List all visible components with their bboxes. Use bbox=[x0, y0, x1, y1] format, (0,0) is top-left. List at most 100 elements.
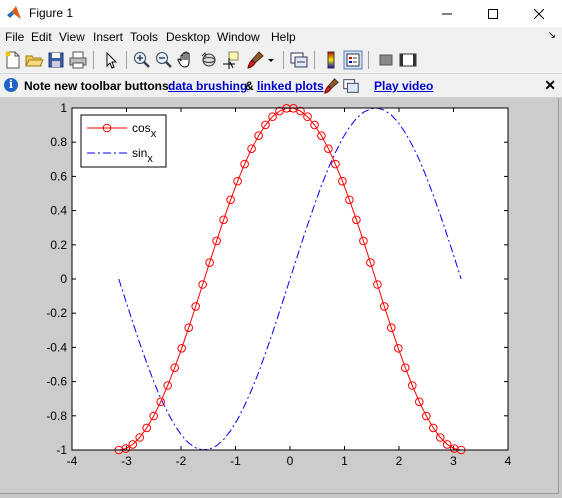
pan-icon[interactable] bbox=[176, 50, 196, 70]
series-cos-marker bbox=[170, 363, 179, 373]
info-ampersand: & bbox=[245, 79, 254, 93]
data-cursor-icon[interactable] bbox=[221, 50, 241, 70]
print-icon[interactable] bbox=[68, 50, 88, 70]
hide-plot-tools-icon[interactable] bbox=[376, 50, 396, 70]
series-cos-marker bbox=[422, 411, 431, 421]
menu-edit[interactable]: Edit bbox=[31, 30, 52, 44]
toolbar-separator bbox=[126, 51, 127, 69]
series-cos-marker bbox=[436, 433, 445, 442]
series-cos-marker bbox=[163, 381, 172, 390]
series-cos-marker bbox=[387, 323, 396, 332]
series-cos-marker bbox=[205, 258, 214, 267]
data-brushing-link[interactable]: data brushing bbox=[168, 79, 248, 93]
title-bar: Figure 1 bbox=[0, 0, 562, 27]
plot-area[interactable]: -4 -3 -2 -1 0 1 2 3 4 -1 -0.8 -0.6 -0.4 -0.2 0 0.2 0.4 0.… bbox=[0, 98, 558, 493]
maximize-icon bbox=[488, 8, 498, 19]
series-cos-marker bbox=[331, 159, 340, 169]
linked-plots-link[interactable]: linked plots bbox=[257, 79, 324, 93]
open-file-icon[interactable] bbox=[24, 50, 44, 70]
y-tick-label: 0.4 bbox=[50, 204, 67, 218]
menu-help[interactable]: Help bbox=[271, 30, 296, 44]
x-tick-label: -4 bbox=[67, 454, 78, 468]
brush-dropdown-icon[interactable] bbox=[265, 50, 277, 70]
y-tick-label: 0 bbox=[60, 272, 67, 286]
series-cos-marker bbox=[394, 344, 403, 353]
x-tick-label: -1 bbox=[230, 454, 241, 468]
rotate-3d-icon[interactable] bbox=[199, 50, 219, 70]
legend-box bbox=[80, 114, 167, 168]
brush-icon[interactable] bbox=[245, 50, 265, 70]
series-cos-marker bbox=[219, 215, 228, 225]
series-cos-marker bbox=[352, 215, 361, 225]
legend-cos-marker bbox=[102, 123, 112, 133]
y-tick-label: 0.8 bbox=[50, 135, 67, 149]
series-cos-marker bbox=[317, 131, 326, 141]
menu-tools[interactable]: Tools bbox=[130, 30, 159, 44]
zoom-in-icon[interactable] bbox=[132, 50, 152, 70]
menu-window[interactable]: Window bbox=[217, 30, 260, 44]
series-cos-marker bbox=[338, 176, 347, 186]
y-tick-label: 0.2 bbox=[50, 238, 67, 252]
series-cos-marker bbox=[324, 144, 333, 154]
series-cos-marker bbox=[240, 159, 249, 169]
save-icon[interactable] bbox=[46, 50, 66, 70]
new-figure-icon[interactable] bbox=[3, 50, 23, 70]
info-close-icon[interactable]: ✕ bbox=[544, 77, 556, 93]
dock-arrow-icon[interactable]: ↘ bbox=[547, 30, 556, 41]
y-tick-label: -0.6 bbox=[46, 375, 67, 389]
menu-bar: File Edit View Insert Tools Desktop Wind… bbox=[0, 27, 562, 47]
series-cos-marker bbox=[366, 258, 375, 267]
close-icon bbox=[534, 8, 544, 19]
series-cos-marker bbox=[429, 423, 438, 433]
series-cos-marker bbox=[177, 344, 186, 353]
series-cos-marker bbox=[345, 195, 354, 205]
window-title: Figure 1 bbox=[29, 6, 74, 20]
series-cos-marker bbox=[198, 280, 207, 289]
link-plot-icon bbox=[343, 79, 359, 93]
x-tick-label: 3 bbox=[450, 454, 457, 468]
insert-legend-icon[interactable] bbox=[343, 50, 363, 70]
link-plot-icon[interactable] bbox=[289, 50, 309, 70]
figure-toolbar bbox=[0, 47, 562, 74]
toolbar-separator bbox=[283, 51, 284, 69]
y-tick-label: 1 bbox=[60, 101, 67, 115]
toolbar-separator bbox=[368, 51, 369, 69]
series-cos-marker bbox=[254, 131, 263, 141]
series-cos-marker bbox=[212, 236, 221, 246]
series-cos-marker bbox=[156, 397, 165, 407]
series-cos-marker bbox=[373, 280, 382, 289]
axes-box bbox=[71, 107, 509, 451]
x-tick-label: 2 bbox=[396, 454, 403, 468]
menu-file[interactable]: File bbox=[5, 30, 25, 44]
legend[interactable]: cosx sinx bbox=[80, 114, 167, 168]
minimize-button[interactable] bbox=[424, 0, 470, 27]
zoom-out-icon[interactable] bbox=[154, 50, 174, 70]
series-cos-marker bbox=[310, 120, 319, 130]
series-cos-marker bbox=[142, 423, 151, 433]
brush-icon bbox=[324, 78, 339, 94]
menu-insert[interactable]: Insert bbox=[93, 30, 124, 44]
maximize-button[interactable] bbox=[470, 0, 516, 27]
series-cos-marker bbox=[380, 302, 389, 311]
show-plot-tools-icon[interactable] bbox=[398, 50, 418, 70]
menu-desktop[interactable]: Desktop bbox=[166, 30, 211, 44]
figure-canvas: -4 -3 -2 -1 0 1 2 3 4 -1 -0.8 -0.6 -0.4 -0.2 0 0.2 0.4 0.… bbox=[0, 98, 559, 494]
edit-plot-icon[interactable] bbox=[101, 50, 121, 70]
y-tick-label: -0.2 bbox=[46, 306, 67, 320]
x-tick-label: 4 bbox=[505, 454, 512, 468]
menu-view[interactable]: View bbox=[59, 30, 85, 44]
close-button[interactable] bbox=[516, 0, 562, 27]
matlab-logo-icon bbox=[7, 6, 21, 19]
play-video-link[interactable]: Play video bbox=[374, 79, 434, 93]
series-cos-marker bbox=[247, 144, 256, 154]
y-tick-label: -1 bbox=[56, 443, 67, 457]
series-cos-marker bbox=[442, 440, 452, 449]
x-tick-label: -3 bbox=[121, 454, 132, 468]
series-cos-marker bbox=[149, 411, 158, 421]
series-cos-marker bbox=[415, 397, 424, 407]
insert-colorbar-icon[interactable] bbox=[321, 50, 341, 70]
series-cos-marker bbox=[191, 302, 200, 311]
series-cos-marker bbox=[121, 444, 131, 453]
x-tick-label: 1 bbox=[341, 454, 348, 468]
series-cos-marker bbox=[303, 112, 312, 122]
